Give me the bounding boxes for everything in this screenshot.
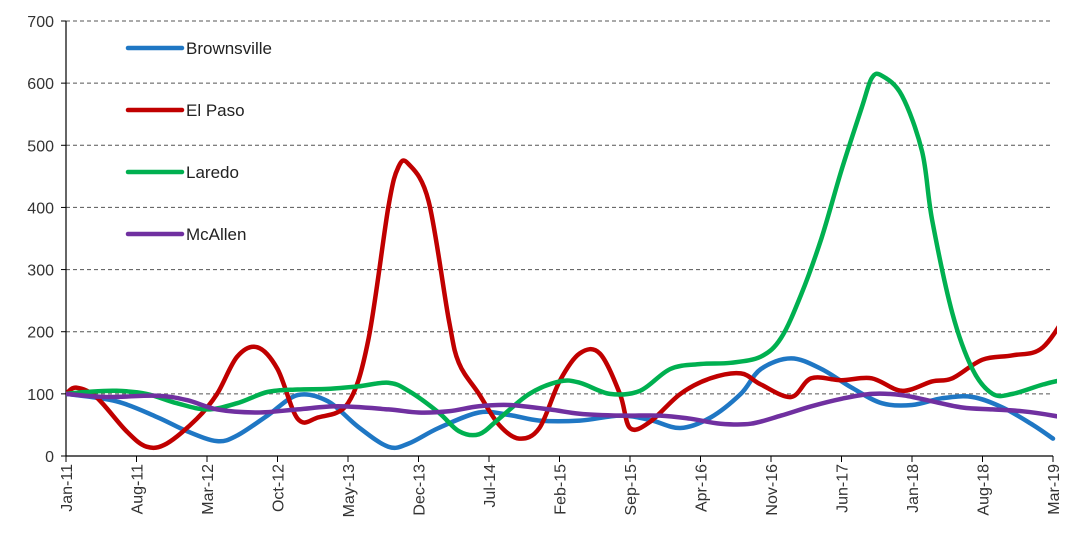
x-tick-label: May-13 — [341, 464, 358, 517]
y-axis-ticks: 0 100 200 300 400 500 600 700 — [27, 14, 66, 466]
y-tick-label: 0 — [45, 449, 54, 466]
x-tick-label: Jan-18 — [905, 464, 922, 513]
x-tick-label: Feb-15 — [553, 464, 570, 515]
x-tick-label: Sep-15 — [623, 464, 640, 516]
legend: Brownsville El Paso Laredo McAllen — [125, 39, 272, 244]
legend-label-laredo: Laredo — [186, 163, 239, 182]
y-tick-label: 700 — [27, 14, 54, 31]
x-tick-label: Aug-11 — [130, 464, 147, 515]
series-line-brownsville — [66, 356, 1056, 451]
series-lines — [66, 71, 1057, 451]
series-line-laredo — [66, 71, 1057, 438]
x-tick-label: Apr-16 — [694, 464, 711, 512]
gridlines — [66, 20, 1053, 395]
y-tick-label: 600 — [27, 76, 54, 93]
y-tick-label: 400 — [27, 200, 54, 217]
x-tick-label: Nov-16 — [764, 464, 781, 516]
x-tick-label: Oct-12 — [271, 464, 288, 512]
x-tick-label: Jul-14 — [482, 464, 499, 508]
x-axis-ticks: Jan-11 Aug-11 Mar-12 Oct-12 May-13 Dec-13 Jul-… — [59, 456, 1063, 517]
legend-label-mcallen: McAllen — [186, 225, 246, 244]
x-tick-label: Mar-12 — [200, 464, 217, 515]
x-tick-label: Jan-11 — [59, 464, 76, 512]
y-tick-label: 300 — [27, 263, 54, 280]
x-tick-label: Dec-13 — [412, 464, 429, 516]
x-tick-label: Aug-18 — [976, 464, 993, 516]
series-line-mcallen — [66, 391, 1057, 427]
legend-label-el-paso: El Paso — [186, 101, 245, 120]
y-tick-label: 500 — [27, 138, 54, 155]
x-tick-label: Jun-17 — [835, 464, 852, 513]
series-line-el-paso — [66, 158, 1057, 451]
y-tick-label: 100 — [27, 387, 54, 404]
legend-label-brownsville: Brownsville — [186, 39, 272, 58]
y-tick-label: 200 — [27, 325, 54, 342]
x-tick-label: Mar-19 — [1046, 464, 1063, 515]
